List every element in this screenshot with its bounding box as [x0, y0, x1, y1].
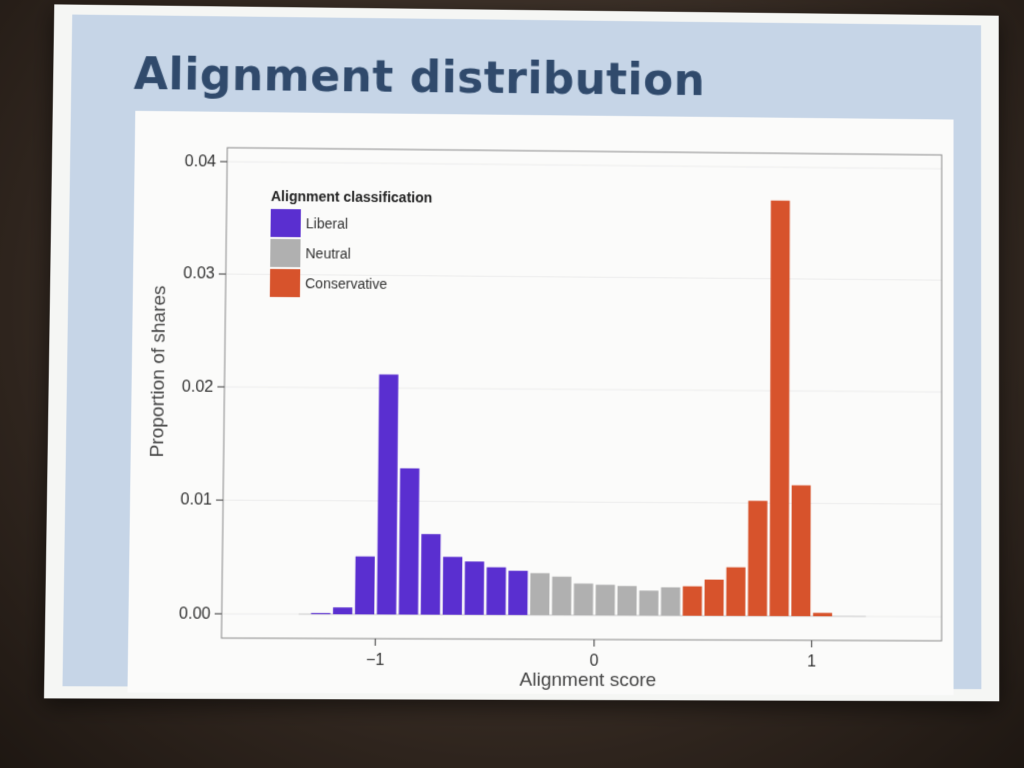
legend-item-neutral: Neutral: [270, 238, 432, 269]
x-axis: −1 0 1: [366, 639, 816, 671]
y-tick-label: 0.01: [180, 492, 212, 509]
chart-panel: 0.00 0.01 0.02 0.03 0.04 −1 0 1 Proportion of …: [127, 110, 954, 696]
y-tick-label: 0.03: [183, 266, 215, 283]
x-axis-title: Alignment score: [519, 670, 656, 692]
legend-swatch-liberal: [270, 208, 301, 238]
histogram-bar-neutral: [639, 590, 659, 616]
x-tick-label: 1: [807, 653, 816, 670]
histogram-bar-conservative: [704, 579, 724, 616]
histogram-bar-neutral: [530, 573, 550, 616]
y-gridline: [224, 387, 941, 392]
histogram-bar-conservative: [812, 612, 832, 617]
histogram-bar-liberal: [420, 534, 441, 615]
y-axis: 0.00 0.01 0.02 0.03 0.04: [179, 153, 227, 623]
histogram-bar-liberal: [333, 607, 353, 615]
histogram-bar-liberal: [508, 570, 528, 616]
x-tick-label: −1: [366, 652, 385, 669]
y-tick-label: 0.04: [185, 153, 217, 170]
histogram-bar-liberal: [376, 374, 399, 615]
histogram-bar-conservative: [769, 200, 790, 617]
histogram-bar-neutral: [573, 583, 594, 616]
y-tick-label: 0.00: [179, 605, 211, 622]
y-tick-label: 0.02: [182, 379, 214, 396]
histogram-bar-liberal: [311, 613, 331, 615]
legend-label-neutral: Neutral: [305, 245, 351, 262]
legend-swatch-conservative: [269, 268, 301, 298]
legend-label-liberal: Liberal: [305, 215, 349, 232]
histogram-bar-neutral: [617, 585, 637, 616]
histogram-bar-conservative: [682, 586, 702, 616]
y-gridline: [227, 162, 942, 169]
chart-legend: Alignment classification Liberal Neutral…: [269, 188, 433, 299]
histogram-bar-liberal: [398, 468, 420, 615]
slide-background: Alignment distribution 0.00 0.01 0.02 0.03 0…: [62, 14, 982, 696]
slide-title: Alignment distribution: [133, 49, 706, 107]
histogram-bar-liberal: [464, 561, 485, 615]
histogram-bar-conservative: [726, 567, 746, 616]
histogram-bar-neutral: [595, 584, 615, 616]
legend-title: Alignment classification: [270, 188, 433, 206]
histogram-bar-liberal: [354, 556, 375, 615]
y-axis-title: Proportion of shares: [147, 285, 170, 457]
legend-label-conservative: Conservative: [305, 275, 388, 292]
legend-swatch-neutral: [270, 238, 301, 268]
x-tick-label: 0: [589, 653, 598, 670]
histogram-chart: 0.00 0.01 0.02 0.03 0.04 −1 0 1 Proportion of …: [147, 111, 953, 692]
histogram-bar-neutral: [660, 587, 681, 616]
presentation-slide: Alignment distribution 0.00 0.01 0.02 0.03 0…: [43, 4, 1000, 702]
histogram-bar-liberal: [442, 556, 463, 615]
histogram-bar-neutral: [551, 576, 572, 616]
y-gridline: [223, 500, 942, 504]
bar-layer: [311, 200, 832, 617]
histogram-bar-conservative: [791, 485, 811, 617]
legend-item-conservative: Conservative: [269, 268, 432, 299]
histogram-bar-conservative: [747, 500, 768, 617]
histogram-bar-liberal: [486, 567, 506, 615]
legend-item-liberal: Liberal: [270, 208, 432, 239]
